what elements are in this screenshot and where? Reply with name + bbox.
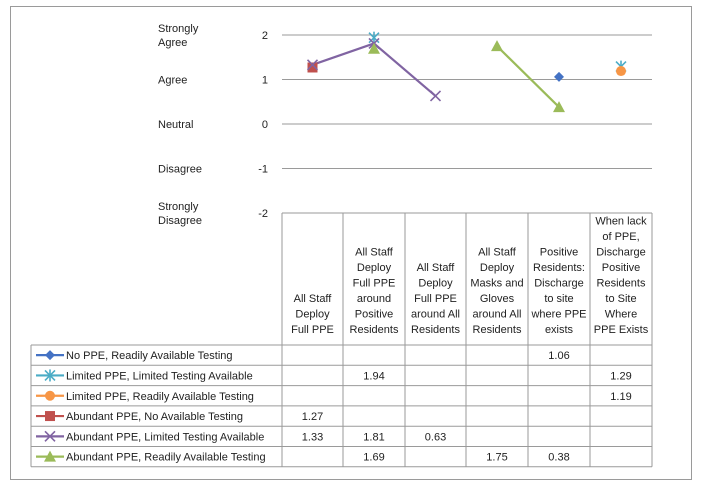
- category-label: All Staff: [417, 262, 456, 274]
- category-label: Discharge: [534, 278, 584, 290]
- legend-label: Limited PPE, Readily Available Testing: [66, 391, 254, 403]
- category-label: where PPE: [530, 309, 586, 321]
- table-cell-value: 1.27: [302, 411, 323, 423]
- category-label: Residents: [350, 324, 399, 336]
- category-label: Masks and: [470, 278, 523, 290]
- data-point: [553, 101, 565, 113]
- y-word-label: Disagree: [158, 215, 202, 227]
- category-label: Full PPE: [291, 324, 334, 336]
- data-point: [554, 71, 564, 82]
- category-label: to site: [544, 293, 573, 305]
- category-label: When lack: [595, 216, 647, 228]
- legend-label: Abundant PPE, Limited Testing Available: [66, 431, 264, 443]
- category-label: PPE Exists: [594, 324, 649, 336]
- legend-label: No PPE, Readily Available Testing: [66, 350, 233, 362]
- category-label: Residents: [597, 278, 646, 290]
- category-label: Deploy: [418, 278, 453, 290]
- y-tick-label: 1: [262, 75, 268, 87]
- y-tick-label: 2: [262, 30, 268, 42]
- data-point: [368, 42, 380, 54]
- y-word-label: Agree: [158, 37, 187, 49]
- y-word-label: Disagree: [158, 164, 202, 176]
- series-line: [496, 45, 560, 108]
- data-point-stroke: [44, 430, 56, 442]
- table-cell-value: 1.69: [363, 452, 384, 464]
- legend-label: Abundant PPE, No Available Testing: [66, 411, 243, 423]
- y-tick-label: -1: [258, 164, 268, 176]
- category-label: Where: [605, 309, 637, 321]
- table-cell-value: 1.75: [486, 452, 507, 464]
- category-label: around All: [473, 309, 522, 321]
- category-label: around All: [411, 309, 460, 321]
- table-cell-value: 1.81: [363, 431, 384, 443]
- data-point: [429, 90, 442, 102]
- category-label: Positive: [355, 309, 394, 321]
- category-label: exists: [545, 324, 574, 336]
- data-point: [491, 40, 503, 52]
- data-point: [45, 411, 55, 422]
- table-cell-value: 0.63: [425, 431, 446, 443]
- data-point: [45, 390, 55, 401]
- category-label: around: [357, 293, 391, 305]
- category-label: Residents:: [533, 262, 585, 274]
- series-line: [312, 42, 375, 66]
- data-point-stroke: [306, 59, 319, 71]
- table-cell-value: 1.19: [610, 391, 631, 403]
- y-tick-label: 0: [262, 119, 268, 131]
- table-cell-value: 0.38: [548, 452, 569, 464]
- category-label: All Staff: [294, 293, 333, 305]
- data-point: [368, 31, 380, 44]
- series-line: [373, 42, 437, 97]
- category-label: Positive: [602, 262, 641, 274]
- category-label: Full PPE: [353, 278, 396, 290]
- y-word-label: Agree: [158, 75, 187, 87]
- data-point: [306, 59, 319, 71]
- data-point: [307, 62, 318, 73]
- y-word-label: Strongly: [158, 23, 199, 35]
- y-word-label: Strongly: [158, 201, 199, 213]
- category-label: Deploy: [295, 309, 330, 321]
- table-cell-value: 1.29: [610, 370, 631, 382]
- y-word-label: Neutral: [158, 119, 193, 131]
- category-label: of PPE,: [602, 231, 639, 243]
- legend-label: Abundant PPE, Readily Available Testing: [66, 452, 266, 464]
- category-label: Discharge: [596, 247, 646, 259]
- category-label: Deploy: [357, 262, 392, 274]
- category-label: All Staff: [478, 247, 517, 259]
- category-label: Positive: [540, 247, 579, 259]
- category-label: All Staff: [355, 247, 394, 259]
- chart-frame: [10, 6, 692, 480]
- data-point: [45, 350, 55, 361]
- category-label: Residents: [411, 324, 460, 336]
- data-point: [44, 450, 56, 462]
- data-point: [44, 430, 56, 442]
- category-label: Deploy: [480, 262, 515, 274]
- category-label: to Site: [605, 293, 636, 305]
- data-point: [44, 369, 56, 382]
- category-label: Full PPE: [414, 293, 457, 305]
- data-point: [616, 66, 626, 77]
- category-label: Gloves: [480, 293, 515, 305]
- category-label: Residents: [473, 324, 522, 336]
- y-tick-label: -2: [258, 208, 268, 220]
- legend-label: Limited PPE, Limited Testing Available: [66, 370, 253, 382]
- table-cell-value: 1.06: [548, 350, 569, 362]
- table-cell-value: 1.94: [363, 370, 384, 382]
- data-point-stroke: [429, 90, 442, 102]
- table-cell-value: 1.33: [302, 431, 323, 443]
